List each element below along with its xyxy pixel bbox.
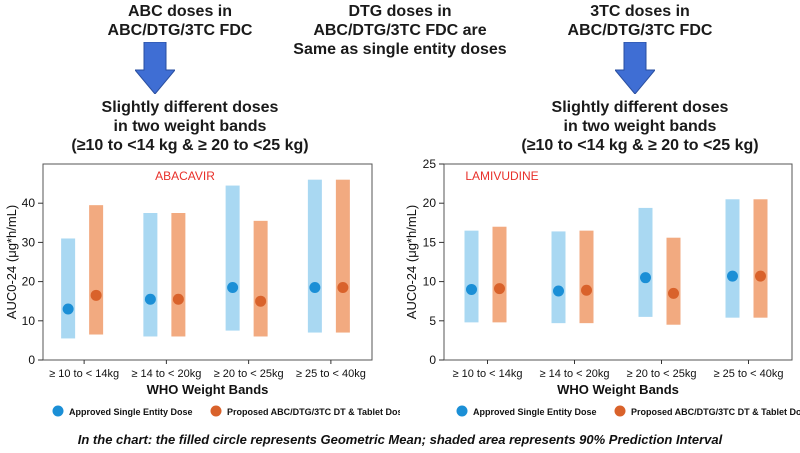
proposed-mean-point	[172, 293, 184, 305]
y-tick-label: 5	[429, 314, 436, 328]
chart-title: ABACAVIR	[155, 169, 215, 183]
abc-dose-note: Slightly different doses in two weight b…	[40, 98, 340, 155]
proposed-mean-point	[494, 283, 505, 295]
legend-proposed-marker	[210, 405, 222, 417]
approved-interval-bar	[225, 185, 240, 331]
note-line: (≥10 to <14 kg & ≥ 20 to <25 kg)	[71, 137, 309, 154]
approved-mean-point	[309, 281, 321, 293]
proposed-interval-bar	[171, 213, 186, 337]
note-line: in two weight bands	[113, 118, 267, 135]
approved-interval-bar	[143, 213, 158, 337]
y-tick-label: 15	[423, 235, 437, 249]
approved-interval-bar	[61, 238, 76, 339]
lamivudine-chart: LAMIVUDINE 0 5 10 15 20 25 AUC0-24 (μg*h/mL) ≥ 1…	[404, 158, 800, 417]
x-tick-label: ≥ 20 to < 25kg	[627, 368, 697, 380]
y-tick-label: 25	[423, 158, 437, 171]
x-axis-label: WHO Weight Bands	[557, 382, 679, 397]
dtg-header-line: ABC/DTG/3TC FDC are	[313, 22, 487, 39]
x-tick-label: ≥ 20 to < 25kg	[214, 368, 284, 380]
proposed-mean-point	[90, 289, 102, 301]
legend-approved-marker	[52, 405, 64, 417]
x-tick-label: ≥ 25 to < 40kg	[296, 368, 366, 380]
approved-mean-point	[466, 283, 477, 295]
dtg-dose-header: DTG doses in ABC/DTG/3TC FDC are Same as…	[270, 2, 530, 59]
3tc-header-line: ABC/DTG/3TC FDC	[567, 22, 713, 39]
proposed-interval-bar	[492, 226, 507, 323]
y-axis-label: AUC0-24 (μg*h/mL)	[404, 205, 419, 319]
x-axis-label: WHO Weight Bands	[147, 382, 269, 397]
y-tick-label: 10	[423, 275, 437, 289]
footnote: In the chart: the filled circle represen…	[77, 432, 723, 447]
proposed-interval-bar	[89, 205, 104, 335]
approved-mean-point	[727, 270, 738, 282]
proposed-mean-point	[755, 270, 766, 282]
note-line: Slightly different doses	[551, 99, 729, 116]
x-tick-label: ≥ 10 to < 14kg	[49, 368, 119, 380]
y-tick-label: 40	[22, 196, 36, 210]
legend-approved-label: Approved Single Entity Dose	[69, 407, 193, 417]
proposed-mean-point	[255, 295, 267, 307]
proposed-interval-bar	[579, 230, 594, 324]
dtg-header-line: Same as single entity doses	[293, 41, 507, 58]
approved-mean-point	[144, 293, 156, 305]
x-tick-label: ≥ 14 to < 20kg	[540, 368, 610, 380]
proposed-interval-bar	[666, 237, 681, 325]
y-tick-label: 20	[423, 196, 437, 210]
abc-dose-header: ABC doses in ABC/DTG/3TC FDC	[60, 2, 300, 40]
approved-mean-point	[227, 281, 239, 293]
approved-interval-bar	[464, 230, 479, 323]
approved-mean-point	[553, 285, 564, 297]
chart-title: LAMIVUDINE	[465, 169, 538, 183]
y-tick-label: 0	[28, 353, 35, 367]
legend-proposed-marker	[614, 405, 626, 417]
approved-interval-bar	[638, 207, 653, 317]
y-tick-label: 20	[22, 275, 36, 289]
abc-header-line: ABC doses in	[127, 3, 232, 20]
proposed-mean-point	[668, 287, 679, 299]
y-axis-label: AUC0-24 (μg*h/mL)	[4, 205, 19, 319]
x-tick-label: ≥ 25 to < 40kg	[714, 368, 784, 380]
y-tick-label: 30	[22, 235, 36, 249]
plot-frame	[443, 163, 793, 361]
y-tick-label: 10	[22, 314, 36, 328]
proposed-mean-point	[581, 284, 592, 296]
down-arrow-icon	[615, 42, 655, 94]
proposed-interval-bar	[253, 220, 268, 337]
plot-frame	[42, 163, 373, 361]
3tc-header-line: 3TC doses in	[590, 3, 690, 20]
x-tick-label: ≥ 14 to < 20kg	[131, 368, 201, 380]
approved-interval-bar	[551, 231, 566, 324]
approved-interval-bar	[725, 199, 740, 318]
note-line: (≥10 to <14 kg & ≥ 20 to <25 kg)	[521, 137, 759, 154]
proposed-interval-bar	[335, 179, 350, 333]
legend-approved-marker	[456, 405, 468, 417]
3tc-dose-header: 3TC doses in ABC/DTG/3TC FDC	[520, 2, 760, 40]
y-tick-label: 0	[429, 353, 436, 367]
approved-interval-bar	[307, 179, 322, 333]
note-line: in two weight bands	[563, 118, 717, 135]
abc-header-line: ABC/DTG/3TC FDC	[107, 22, 253, 39]
proposed-interval-bar	[753, 199, 768, 318]
dtg-header-line: DTG doses in	[348, 3, 452, 20]
proposed-mean-point	[337, 281, 349, 293]
down-arrow-icon	[135, 42, 175, 94]
note-line: Slightly different doses	[101, 99, 279, 116]
legend-approved-label: Approved Single Entity Dose	[473, 407, 597, 417]
3tc-dose-note: Slightly different doses in two weight b…	[480, 98, 800, 155]
approved-mean-point	[640, 272, 651, 284]
x-tick-label: ≥ 10 to < 14kg	[453, 368, 523, 380]
approved-mean-point	[62, 303, 74, 315]
legend-proposed-label: Proposed ABC/DTG/3TC DT & Tablet Dose	[227, 407, 400, 417]
legend-proposed-label: Proposed ABC/DTG/3TC DT & Tablet Dose	[631, 407, 800, 417]
